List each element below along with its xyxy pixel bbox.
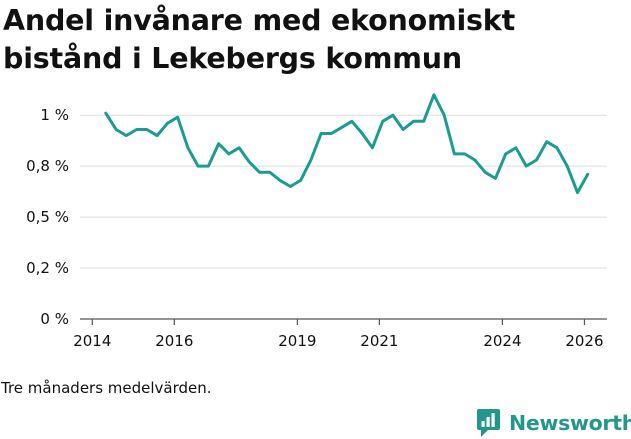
brand-name: Newsworthy [509,411,631,435]
x-axis: 2014 2016 2019 2021 2024 2026 [73,318,607,350]
y-tick-label: 1 % [40,106,69,124]
x-tick-label: 2014 [73,332,111,350]
x-tick-label: 2019 [278,332,316,350]
y-tick-label: 0,8 % [26,157,69,175]
chart-note: Tre månaders medelvärden. [1,379,212,397]
grid-lines [80,114,607,269]
y-axis-labels: 0 % 0,2 % 0,5 % 0,8 % 1 % [26,106,69,328]
x-tick-label: 2024 [483,332,521,350]
y-tick-label: 0 % [40,310,69,328]
x-tick-label: 2016 [155,332,193,350]
x-tick-label: 2026 [565,332,603,350]
newsworthy-brand[interactable]: Newsworthy [476,408,631,438]
y-tick-label: 0,5 % [26,208,69,226]
x-tick-label: 2021 [360,332,398,350]
chart-title: Andel invånare med ekonomiskt bistånd i … [3,4,515,75]
series-line [104,93,590,195]
newsworthy-logo-icon [477,409,500,437]
series-layer [104,93,590,195]
y-tick-label: 0,2 % [26,259,69,277]
